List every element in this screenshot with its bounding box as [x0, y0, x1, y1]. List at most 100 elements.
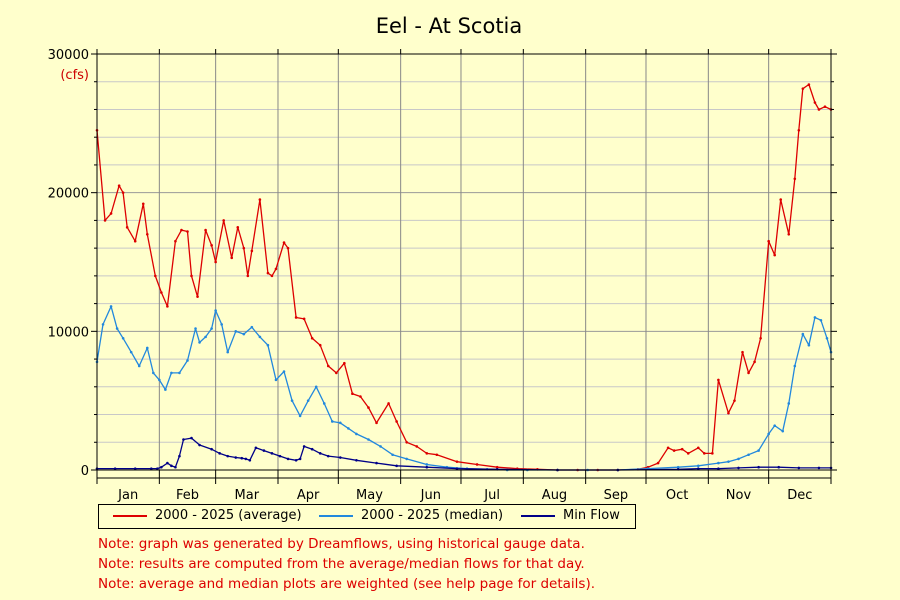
- data-point: [757, 449, 760, 452]
- data-point: [248, 458, 252, 462]
- data-point: [779, 198, 783, 201]
- data-point: [198, 443, 201, 447]
- y-tick-label: 20000: [48, 187, 89, 202]
- data-point: [322, 402, 326, 405]
- data-point: [672, 449, 676, 452]
- data-point: [347, 427, 350, 430]
- data-point: [777, 465, 781, 469]
- data-point: [367, 438, 370, 441]
- data-point: [222, 219, 225, 222]
- legend-swatch-min-flow: [521, 514, 555, 517]
- data-point: [103, 219, 107, 222]
- data-point: [727, 411, 730, 415]
- data-point: [160, 291, 163, 294]
- data-point: [759, 336, 762, 340]
- data-point: [254, 446, 258, 450]
- data-point: [781, 429, 785, 433]
- data-point: [797, 128, 801, 132]
- legend-item-min-flow: Min Flow: [521, 508, 620, 523]
- data-point: [236, 226, 240, 229]
- data-point: [375, 461, 378, 465]
- data-point: [156, 467, 159, 470]
- data-point: [160, 465, 163, 469]
- data-point: [767, 239, 770, 243]
- data-point: [158, 378, 161, 382]
- data-point: [133, 467, 137, 470]
- data-point: [294, 316, 298, 319]
- y-unit-label: (cfs): [60, 68, 89, 83]
- data-point: [355, 432, 358, 436]
- x-tick-label: Jun: [420, 488, 441, 503]
- data-point: [753, 360, 756, 364]
- data-point: [773, 253, 776, 257]
- data-point: [379, 445, 382, 448]
- data-point: [274, 378, 278, 382]
- data-point: [115, 327, 119, 330]
- chart-title: Eel - At Scotia: [376, 14, 523, 38]
- data-point: [125, 226, 129, 229]
- legend-item-average: 2000 - 2025 (average): [113, 508, 302, 523]
- data-point: [717, 461, 720, 465]
- data-point: [182, 438, 185, 441]
- data-point: [318, 343, 322, 347]
- data-point: [475, 463, 479, 466]
- data-point: [121, 336, 125, 340]
- data-point: [747, 453, 750, 457]
- data-point: [817, 466, 821, 470]
- data-point: [455, 460, 459, 463]
- series-line-0: [96, 83, 832, 471]
- data-point: [290, 399, 294, 402]
- data-point: [121, 191, 125, 194]
- data-point: [310, 447, 314, 451]
- legend-swatch-average: [113, 514, 147, 517]
- data-point: [101, 323, 105, 326]
- data-point: [166, 461, 169, 465]
- data-point: [737, 457, 740, 461]
- x-tick-label: May: [356, 488, 383, 503]
- data-point: [170, 464, 173, 468]
- plot-frame: [96, 53, 832, 471]
- data-point: [133, 239, 137, 243]
- data-point: [137, 364, 141, 368]
- data-point: [330, 420, 334, 423]
- data-point: [210, 447, 213, 451]
- data-point: [435, 453, 439, 457]
- legend-label-min-flow: Min Flow: [563, 508, 620, 523]
- legend-label-average: 2000 - 2025 (average): [155, 508, 302, 523]
- data-point: [266, 271, 270, 275]
- data-point: [339, 456, 342, 459]
- data-point: [226, 454, 230, 458]
- data-point: [367, 406, 370, 409]
- data-point: [801, 332, 805, 336]
- data-point: [343, 361, 346, 365]
- data-point: [425, 452, 429, 455]
- data-point: [387, 402, 390, 405]
- data-point: [294, 458, 298, 462]
- data-point: [676, 465, 680, 469]
- data-point: [302, 317, 306, 321]
- data-point: [318, 452, 322, 455]
- data-point: [793, 364, 797, 368]
- data-point: [240, 456, 244, 460]
- note-2: Note: results are computed from the aver…: [98, 556, 585, 572]
- data-point: [230, 256, 234, 260]
- data-point: [286, 457, 290, 461]
- series-line-2: [97, 437, 831, 471]
- data-point: [495, 465, 499, 469]
- data-point: [194, 327, 197, 330]
- data-point: [666, 446, 670, 450]
- data-point: [214, 260, 217, 264]
- data-point: [680, 447, 684, 451]
- data-point: [170, 371, 173, 375]
- data-point: [258, 198, 262, 201]
- data-point: [164, 388, 167, 391]
- grid: [97, 53, 831, 471]
- data-point: [339, 421, 342, 425]
- data-point: [149, 467, 153, 470]
- data-point: [767, 432, 770, 436]
- notes: Note: graph was generated by Dreamflows,…: [98, 534, 595, 594]
- x-tick-label: Aug: [542, 488, 567, 503]
- data-point: [214, 309, 217, 312]
- data-point: [174, 465, 177, 469]
